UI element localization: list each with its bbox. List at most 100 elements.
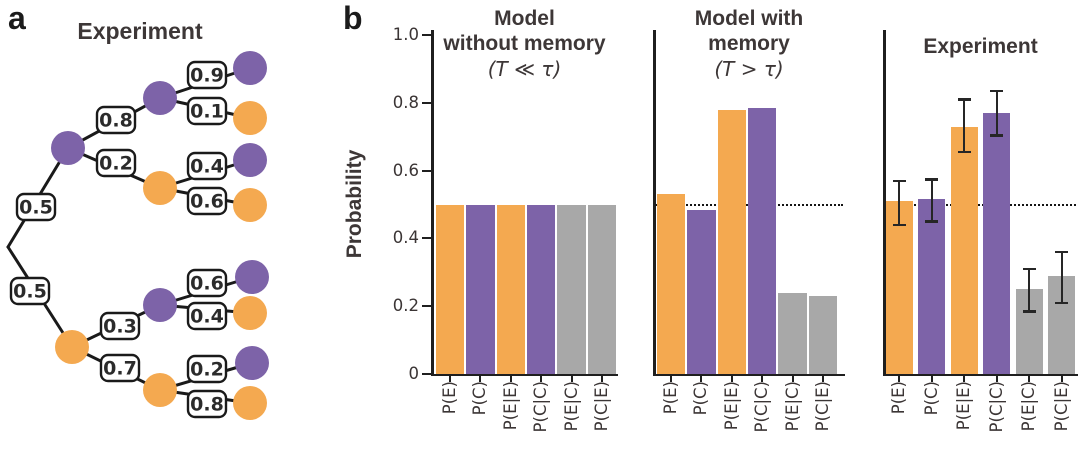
x-tick-mark bbox=[540, 375, 543, 382]
y-axis-title: Probability bbox=[343, 149, 366, 259]
y-tick-mark bbox=[422, 169, 431, 172]
tree-edge-probability: 0.2 bbox=[186, 354, 228, 384]
svg-text:0.5: 0.5 bbox=[13, 281, 47, 303]
x-tick-mark bbox=[1028, 375, 1030, 382]
x-tick-mark bbox=[963, 375, 965, 382]
svg-text:0.4: 0.4 bbox=[190, 156, 224, 178]
bar-P(E) bbox=[885, 201, 913, 374]
tree-edge-probability: 0.6 bbox=[186, 268, 228, 298]
y-tick-mark bbox=[422, 34, 431, 36]
chart-title: Model without memory (T ≪ τ) bbox=[431, 6, 618, 82]
y-axis-spine bbox=[431, 30, 434, 376]
y-tick-label: 0.6 bbox=[392, 160, 419, 180]
tree-edge-probability: 0.2 bbox=[95, 148, 137, 178]
svg-text:0.9: 0.9 bbox=[190, 65, 224, 87]
bar-P(C) bbox=[466, 204, 495, 374]
y-tick-mark bbox=[422, 237, 431, 240]
x-tick-mark bbox=[700, 375, 703, 382]
tree-title: Experiment bbox=[77, 18, 203, 44]
bar-P(C|E) bbox=[587, 204, 617, 374]
svg-text:0.4: 0.4 bbox=[190, 306, 224, 328]
tree-node-orange bbox=[55, 330, 89, 364]
tree-edge-probability: 0.8 bbox=[186, 389, 228, 419]
svg-text:0.2: 0.2 bbox=[190, 359, 224, 381]
chart-title-math: (T ≪ τ) bbox=[487, 57, 562, 81]
x-tick-label: P(E|E) bbox=[721, 381, 741, 431]
x-tick-label: P(C|C) bbox=[752, 381, 772, 433]
x-axis-line bbox=[431, 373, 618, 376]
panel-a-label: a bbox=[8, 0, 26, 36]
tree-node-orange bbox=[143, 373, 177, 407]
tree-edge-probability: 0.4 bbox=[186, 151, 228, 181]
x-tick-mark bbox=[898, 375, 900, 382]
y-tick-label: 1.0 bbox=[392, 25, 419, 44]
svg-text:0.2: 0.2 bbox=[99, 153, 133, 175]
error-bar-cap-top bbox=[1055, 250, 1068, 254]
tree-node-purple bbox=[235, 346, 269, 380]
x-tick-label: P(E) bbox=[440, 381, 459, 415]
y-tick-mark bbox=[422, 101, 431, 104]
chart-title-line: without memory bbox=[443, 32, 606, 55]
tree-edge-probability: 0.9 bbox=[186, 60, 228, 90]
y-tick-mark bbox=[422, 373, 431, 375]
error-bar-cap-bottom bbox=[1022, 310, 1036, 313]
bar-P(C|C) bbox=[983, 112, 1010, 374]
x-tick-mark bbox=[670, 375, 672, 382]
x-tick-label: P(C|C) bbox=[531, 381, 551, 433]
panel-b-label: b bbox=[343, 0, 363, 36]
svg-text:0.1: 0.1 bbox=[190, 101, 224, 123]
error-bar-line bbox=[995, 90, 998, 135]
svg-text:0.7: 0.7 bbox=[103, 358, 137, 380]
error-bar-line bbox=[1060, 251, 1063, 303]
error-bar-cap-top bbox=[990, 89, 1003, 93]
reference-line bbox=[885, 203, 1076, 206]
tree-edge-probability: 0.1 bbox=[186, 96, 228, 126]
x-tick-mark bbox=[1060, 375, 1063, 382]
svg-text:0.3: 0.3 bbox=[103, 316, 137, 338]
x-tick-mark bbox=[730, 375, 733, 382]
error-bar-cap-bottom bbox=[892, 223, 906, 227]
bar-P(E) bbox=[656, 194, 686, 374]
bar-P(C|C) bbox=[747, 107, 777, 374]
error-bar-cap-bottom bbox=[990, 134, 1003, 137]
x-tick-label: P(E|E) bbox=[500, 381, 520, 431]
bar-P(C|E) bbox=[808, 296, 838, 374]
tree-node-orange bbox=[233, 188, 267, 222]
y-axis-spine bbox=[883, 30, 886, 376]
bar-P(E|C) bbox=[778, 292, 807, 374]
x-tick-label: P(C|C) bbox=[986, 381, 1006, 433]
x-tick-label: P(C) bbox=[921, 381, 941, 416]
x-tick-label: P(C) bbox=[691, 381, 711, 416]
x-tick-label: P(E|C) bbox=[1019, 381, 1038, 432]
bar-P(C) bbox=[687, 209, 716, 374]
x-tick-mark bbox=[570, 375, 573, 382]
error-bar-cap-bottom bbox=[957, 150, 971, 154]
chart-title-line: Model with bbox=[694, 7, 804, 30]
error-bar-line bbox=[963, 99, 965, 152]
error-bar-line bbox=[930, 179, 933, 222]
bar-P(E|E) bbox=[496, 204, 526, 374]
x-tick-mark bbox=[601, 375, 603, 382]
tree-node-purple bbox=[233, 143, 267, 177]
y-tick-label: 0.4 bbox=[392, 228, 419, 248]
x-tick-label: P(C|E) bbox=[592, 381, 611, 432]
tree-edge-probability: 0.5 bbox=[9, 276, 51, 306]
svg-text:0.6: 0.6 bbox=[190, 191, 224, 213]
x-tick-label: P(E|C) bbox=[782, 381, 802, 432]
tree-node-orange bbox=[233, 101, 267, 135]
x-tick-label: P(E) bbox=[889, 381, 908, 415]
bar-P(E|C) bbox=[557, 204, 586, 374]
tree-edge-probability: 0.5 bbox=[15, 192, 57, 222]
chart-title: Model with memory (T > τ) bbox=[653, 6, 845, 82]
svg-text:0.5: 0.5 bbox=[19, 197, 53, 219]
tree-node-purple bbox=[233, 51, 267, 85]
x-tick-mark bbox=[479, 375, 482, 382]
y-tick-label: 0.8 bbox=[392, 92, 419, 112]
tree-edge-probability: 0.3 bbox=[99, 311, 141, 341]
tree-node-orange bbox=[233, 386, 267, 420]
chart-title-math: (T > τ) bbox=[714, 57, 784, 81]
error-bar-line bbox=[898, 180, 900, 225]
x-tick-mark bbox=[995, 375, 998, 382]
bar-P(E|E) bbox=[717, 109, 747, 374]
